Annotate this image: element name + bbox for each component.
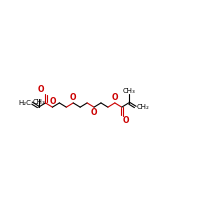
Text: O: O [37, 85, 44, 94]
Text: O: O [70, 93, 76, 102]
Text: O: O [112, 93, 118, 102]
Text: CH₂: CH₂ [136, 104, 149, 110]
Text: H₂C: H₂C [18, 100, 31, 106]
Text: CH₃: CH₃ [122, 88, 135, 94]
Text: CH₃: CH₃ [32, 99, 45, 105]
Text: O: O [49, 97, 56, 106]
Text: O: O [123, 116, 129, 125]
Text: O: O [91, 108, 97, 117]
